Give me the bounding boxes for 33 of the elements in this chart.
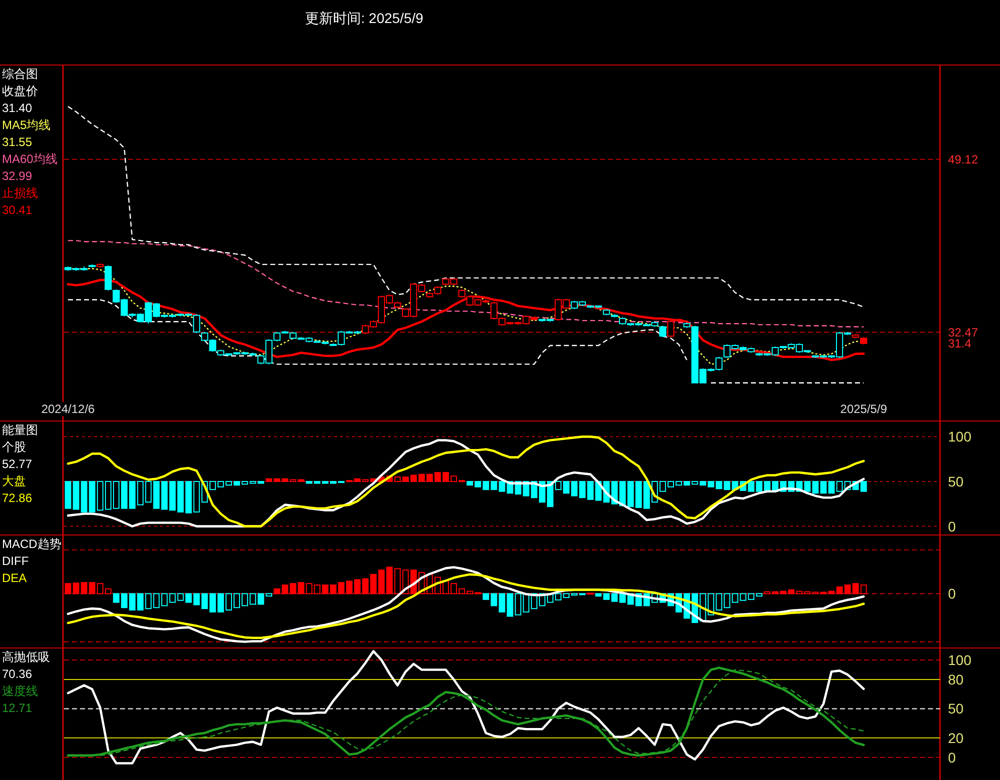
text: 72.86 [2, 491, 32, 505]
chart-title: 高抛低吸 [2, 650, 50, 664]
text: MA5均线 [2, 118, 51, 132]
text: 大盘 [2, 474, 26, 488]
y-tick-label: 50 [948, 473, 964, 490]
text: 31.40 [2, 101, 32, 115]
chart-title: 综合图 [2, 67, 38, 81]
text: 32.99 [2, 169, 32, 183]
text: 12.71 [2, 701, 32, 715]
text: 速度线 [2, 684, 38, 698]
y-tick-label: 0 [948, 518, 956, 534]
text: 31.55 [2, 135, 32, 149]
chart-title: 能量图 [2, 423, 38, 437]
y-tick-label: 100 [948, 652, 972, 668]
text: DEA [2, 571, 27, 585]
y-tick-label: 100 [948, 428, 972, 445]
y-axis-title: 收盘价 [2, 84, 38, 98]
y-tick-label: 49.12 [948, 152, 978, 166]
text: 个股 [2, 440, 26, 454]
y-tick-label: 50 [948, 700, 964, 717]
text: 30.41 [2, 203, 32, 217]
text: DIFF [2, 554, 29, 568]
x-tick-label: 2025/5/9 [840, 402, 888, 416]
text: 52.77 [2, 457, 32, 471]
text: 70.36 [2, 667, 32, 681]
chart-title: MACD趋势 [2, 537, 62, 551]
x-tick-label: 2024/12/6 [41, 402, 96, 416]
y-tick-label: 80 [948, 671, 964, 688]
y-tick-label: 0 [948, 749, 956, 766]
chart-subtitle: 更新时间: 2025/5/9 [305, 10, 424, 26]
text: 止损线 [2, 186, 38, 200]
text: MA60均线 [2, 152, 58, 166]
y-tick-label: 20 [948, 730, 964, 746]
